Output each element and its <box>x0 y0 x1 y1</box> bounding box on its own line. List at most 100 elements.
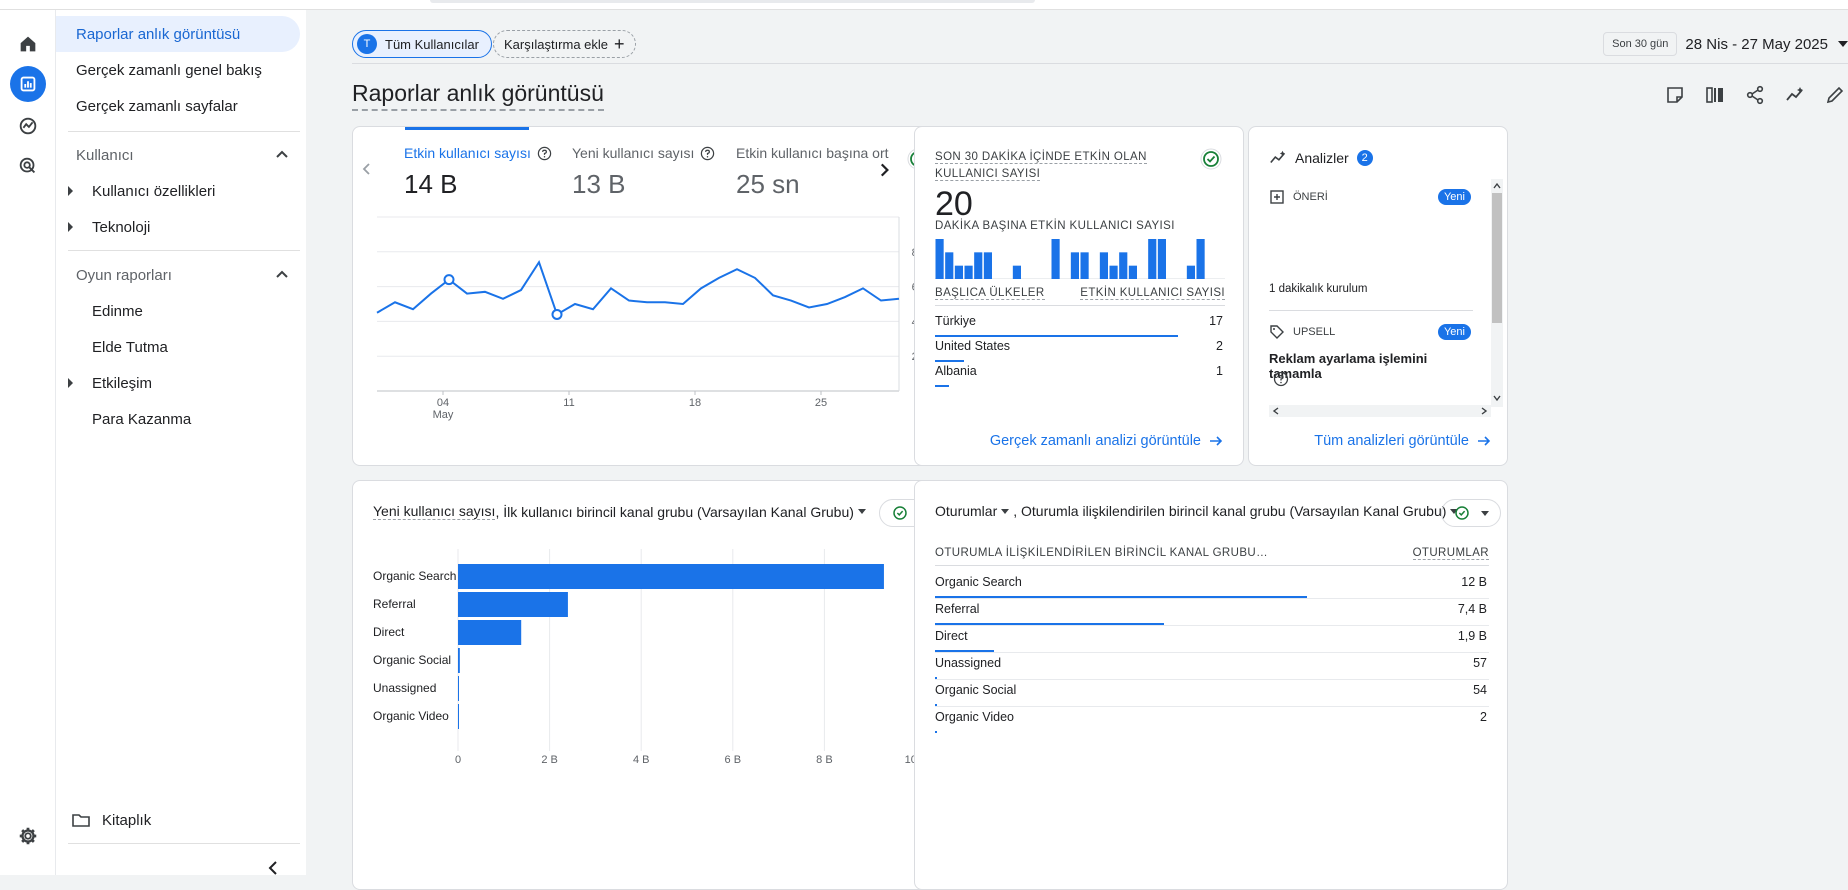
sidebar-item-acquisition[interactable]: Edinme <box>56 293 300 329</box>
metric-new-users[interactable]: Yeni kullanıcı sayısı 13 B <box>572 145 715 200</box>
category-label: Organic Search <box>373 569 456 583</box>
metric-selector[interactable]: Oturumlar <box>935 503 998 519</box>
search-bar-edge[interactable] <box>430 0 1035 3</box>
dropdown-arrow-icon[interactable] <box>857 509 866 514</box>
metric-active-users[interactable]: Etkin kullanıcı sayısı 14 B <box>404 145 552 200</box>
chevron-up-icon <box>276 270 288 278</box>
sidebar-item-user-attributes[interactable]: Kullanıcı özellikleri <box>56 173 300 209</box>
realtime-subtitle: DAKİKA BAŞINA ETKİN KULLANICI SAYISI <box>935 220 1175 232</box>
insights-count-badge: 2 <box>1356 150 1373 166</box>
insights-card: Analizler 2 ÖNERİ Yeni 1 dakikalık kurul… <box>1248 126 1508 466</box>
sidebar-item-reports-snapshot[interactable]: Raporlar anlık görüntüsü <box>56 16 300 52</box>
realtime-report-link[interactable]: Gerçek zamanlı analizi görüntüle <box>990 433 1223 449</box>
card-options-dropdown[interactable] <box>1441 499 1501 527</box>
date-range-picker[interactable]: Son 30 gün 28 Nis - 27 May 2025 <box>1603 30 1848 58</box>
help-icon[interactable] <box>1273 371 1289 387</box>
settings-icon[interactable] <box>10 818 46 854</box>
reports-icon[interactable] <box>10 66 46 102</box>
minute-bar <box>983 252 992 279</box>
bar <box>458 648 460 673</box>
x-month-label: May <box>433 409 454 421</box>
active-users-header: ETKİN KULLANICI SAYISI <box>1080 287 1225 300</box>
sidebar-item-monetization[interactable]: Para Kazanma <box>56 401 300 437</box>
page-toolbar <box>1662 82 1848 108</box>
minute-bar <box>1012 265 1021 279</box>
dimension-selector[interactable]: , Oturumla ilişkilendirilen birincil kan… <box>1013 503 1447 519</box>
explore-icon[interactable] <box>10 108 46 144</box>
divider <box>935 706 1489 707</box>
sidebar-item-label: Kullanıcı özellikleri <box>92 182 216 200</box>
recommendation-footer: 1 dakikalık kurulum <box>1269 283 1368 295</box>
channel-value: 7,4 B <box>1457 602 1487 616</box>
active-users-line-chart: 1 B800600400200004May111825 <box>376 212 930 421</box>
channel-value: 57 <box>1473 656 1487 670</box>
collapse-sidebar-icon[interactable] <box>264 858 284 878</box>
chevron-right-icon[interactable] <box>875 161 893 179</box>
active-metric-indicator <box>405 127 529 130</box>
section-label: Kullanıcı <box>76 146 134 164</box>
country-share-bar <box>935 385 950 387</box>
edit-icon[interactable] <box>1822 82 1848 108</box>
divider <box>935 565 1489 566</box>
sidebar-item-technology[interactable]: Teknoloji <box>56 209 300 245</box>
dimension-selector[interactable]: , İlk kullanıcı birincil kanal grubu (Va… <box>495 503 854 520</box>
section-game-reports[interactable]: Oyun raporları <box>76 260 300 290</box>
channel-value: 2 <box>1480 710 1487 724</box>
divider <box>935 679 1489 680</box>
bar <box>458 620 522 645</box>
library-link[interactable]: Kitaplık <box>72 805 151 835</box>
insights-icon[interactable] <box>1782 82 1808 108</box>
sidebar-item-realtime-pages[interactable]: Gerçek zamanlı sayfalar <box>56 88 300 124</box>
metric-avg-engagement[interactable]: Etkin kullanıcı başına ort 25 sn <box>736 145 889 200</box>
minute-bar <box>935 239 944 279</box>
home-icon[interactable] <box>10 26 46 62</box>
dropdown-arrow-icon[interactable] <box>1001 508 1010 514</box>
note-icon[interactable] <box>1662 82 1688 108</box>
sidebar-item-engagement[interactable]: Etkileşim <box>56 365 300 401</box>
scroll-right-icon[interactable] <box>1479 406 1489 416</box>
minute-bar <box>954 265 963 279</box>
divider <box>68 250 300 251</box>
metric-value: 25 sn <box>736 169 800 199</box>
minute-bar <box>1109 265 1118 279</box>
x-tick-label: 18 <box>689 397 701 409</box>
chevron-left-icon[interactable] <box>359 161 375 177</box>
scroll-up-icon[interactable] <box>1492 181 1502 191</box>
realtime-table-header: BAŞLICA ÜLKELER ETKİN KULLANICI SAYISI <box>935 287 1225 300</box>
sidebar-item-realtime-overview[interactable]: Gerçek zamanlı genel bakış <box>56 52 300 88</box>
channel-value: 1,9 B <box>1457 629 1487 643</box>
channel-group-header[interactable]: OTURUMLA İLİŞKİLENDİRİLEN BİRİNCİL KANAL… <box>935 547 1268 559</box>
metric-selector[interactable]: Yeni kullanıcı sayısı <box>373 503 496 520</box>
user-segment-chip[interactable]: T Tüm Kullanıcılar <box>352 30 492 58</box>
date-range-tag: Son 30 gün <box>1603 32 1678 56</box>
overview-card: Etkin kullanıcı sayısı 14 B Yeni kullanı… <box>352 126 950 466</box>
horizontal-scrollbar[interactable] <box>1269 405 1491 417</box>
check-circle-icon[interactable] <box>1199 147 1223 171</box>
country-share-bar <box>935 335 1178 337</box>
help-icon[interactable] <box>537 146 552 161</box>
advertising-icon[interactable] <box>10 148 46 184</box>
section-label: Oyun raporları <box>76 266 172 284</box>
all-insights-link[interactable]: Tüm analizleri görüntüle <box>1314 433 1491 449</box>
add-comparison-button[interactable]: Karşılaştırma ekle + <box>493 30 636 58</box>
bar <box>458 676 459 701</box>
country-name: United States <box>935 339 1011 353</box>
insights-scrollbar[interactable] <box>1491 179 1503 407</box>
scroll-left-icon[interactable] <box>1271 406 1281 416</box>
help-icon[interactable] <box>700 146 715 161</box>
sessions-header[interactable]: OTURUMLAR <box>1412 547 1489 560</box>
sidebar-item-retention[interactable]: Elde Tutma <box>56 329 300 365</box>
section-user[interactable]: Kullanıcı <box>76 140 300 170</box>
caret-right-icon <box>68 222 73 232</box>
minute-bar <box>1128 265 1137 279</box>
country-name: Türkiye <box>935 314 976 328</box>
scroll-down-icon[interactable] <box>1492 393 1502 403</box>
share-icon[interactable] <box>1742 82 1768 108</box>
scrollbar-thumb[interactable] <box>1492 193 1502 323</box>
check-circle-icon <box>893 506 907 520</box>
sidebar-item-label: Teknoloji <box>92 218 151 236</box>
series-line <box>376 259 900 316</box>
minute-bar <box>945 252 954 279</box>
realtime-link-label: Gerçek zamanlı analizi görüntüle <box>989 433 1201 449</box>
compare-columns-icon[interactable] <box>1702 82 1728 108</box>
